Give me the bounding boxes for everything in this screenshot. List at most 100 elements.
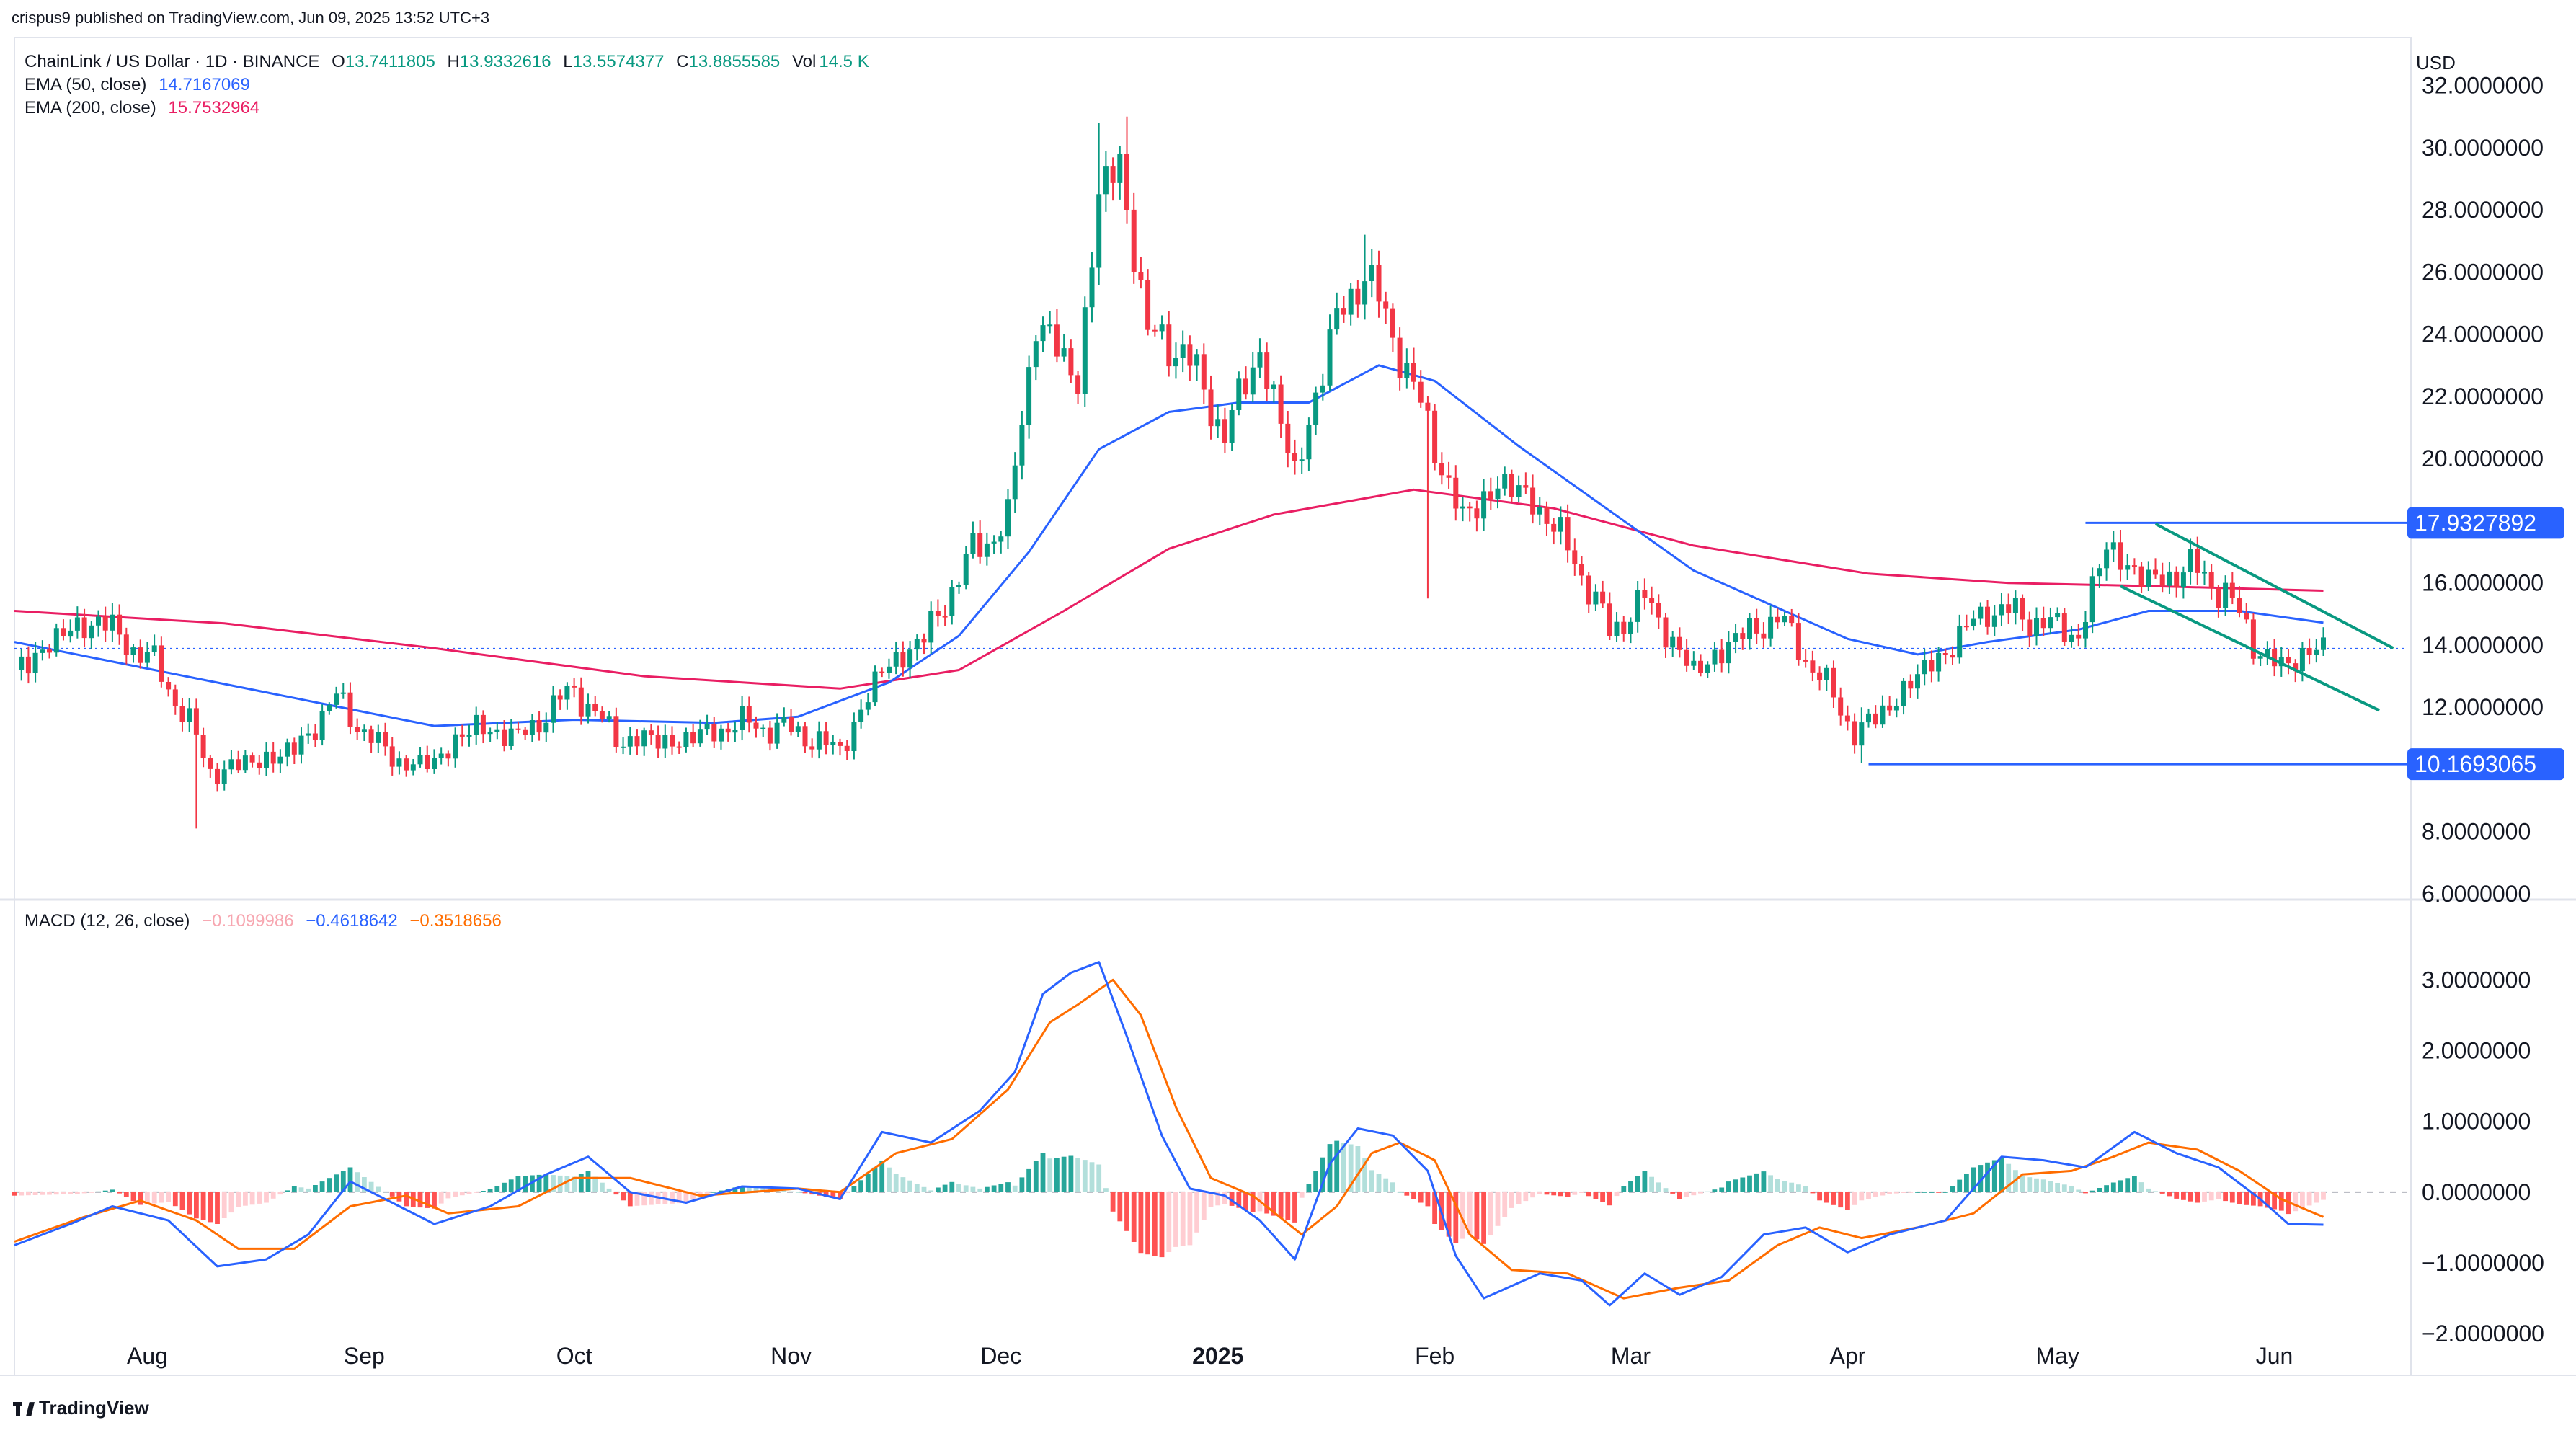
candle-body <box>2153 569 2158 575</box>
candle-body <box>928 611 934 643</box>
candle-body <box>47 649 52 653</box>
candle-body <box>719 728 724 742</box>
macd-histogram-bar <box>1068 1155 1074 1192</box>
macd-legend[interactable]: MACD (12, 26, close) −0.1099986 −0.46186… <box>25 911 509 931</box>
candle-body <box>711 724 717 742</box>
macd-histogram-bar <box>1649 1176 1654 1192</box>
candle-body <box>151 645 157 652</box>
candle-body <box>1768 616 1774 639</box>
candle-body <box>670 735 675 747</box>
macd-histogram-bar <box>2020 1176 2025 1192</box>
candle-body <box>1208 389 1214 427</box>
candle-body <box>1481 491 1487 519</box>
macd-histogram-bar <box>257 1192 262 1204</box>
symbol-legend[interactable]: ChainLink / US Dollar · 1D · BINANCE O13… <box>25 52 876 72</box>
candle-body <box>502 729 507 746</box>
macd-histogram-bar <box>1936 1192 1941 1193</box>
candle-body <box>1684 649 1689 666</box>
macd-histogram-bar <box>970 1186 976 1192</box>
macd-histogram-bar <box>138 1192 143 1205</box>
macd-histogram-bar <box>1159 1192 1165 1258</box>
candle-body <box>74 617 80 631</box>
symbol-title: ChainLink / US Dollar · 1D · BINANCE <box>25 52 320 71</box>
macd-histogram-bar <box>1593 1192 1599 1199</box>
macd-histogram-bar <box>1208 1192 1214 1207</box>
candle-body <box>53 628 59 653</box>
ema200-value: 15.7532964 <box>168 98 260 117</box>
ema200-label: EMA (200, close) <box>25 98 156 117</box>
macd-histogram-bar <box>347 1167 353 1192</box>
time-tick-label: 2025 <box>1192 1343 1243 1369</box>
candle-body <box>1467 506 1473 509</box>
macd-histogram-bar <box>2167 1192 2172 1197</box>
macd-histogram-bar <box>649 1192 654 1205</box>
candle-body <box>1376 265 1382 302</box>
macd-histogram-bar <box>697 1192 703 1195</box>
candle-body <box>809 746 815 750</box>
macd-histogram-bar <box>1215 1192 1221 1206</box>
time-tick-label: Apr <box>1829 1343 1865 1369</box>
macd-histogram-bar <box>1131 1192 1137 1242</box>
candle-body <box>1607 603 1612 636</box>
macd-histogram-bar <box>2278 1192 2284 1211</box>
macd-histogram-bar <box>830 1192 836 1198</box>
macd-histogram-bar <box>1362 1158 1367 1192</box>
macd-histogram-bar <box>1509 1192 1514 1208</box>
candle-body <box>887 666 892 673</box>
macd-histogram-bar <box>1964 1174 1969 1192</box>
macd-histogram-bar <box>985 1186 990 1192</box>
macd-histogram-bar <box>1908 1192 1914 1193</box>
candle-body <box>2244 613 2249 620</box>
candle-body <box>285 742 290 757</box>
ema200-legend[interactable]: EMA (200, close) 15.7532964 <box>25 98 267 118</box>
macd-histogram-bar <box>942 1184 948 1192</box>
candle-body <box>1887 705 1893 711</box>
macd-histogram-bar <box>1803 1186 1808 1192</box>
candle-body <box>117 614 123 635</box>
macd-histogram-bar <box>453 1192 458 1197</box>
candle-body <box>1124 154 1129 210</box>
macd-histogram-bar <box>564 1176 570 1192</box>
macd-histogram-bar <box>1432 1192 1437 1224</box>
macd-histogram-bar <box>355 1172 360 1192</box>
macd-histogram-bar <box>445 1192 451 1199</box>
macd-histogram-bar <box>2048 1181 2053 1192</box>
macd-histogram-bar <box>1278 1192 1284 1218</box>
candle-body <box>1978 606 1984 619</box>
macd-histogram-bar <box>487 1189 493 1192</box>
macd-histogram-bar <box>1768 1175 1773 1192</box>
candle-body <box>459 734 465 737</box>
publisher-line: crispus9 published on TradingView.com, J… <box>12 9 490 27</box>
macd-histogram-bar <box>627 1192 633 1207</box>
candle-body <box>1103 166 1109 195</box>
candle-body <box>2180 572 2186 587</box>
macd-tick-label: −2.0000000 <box>2422 1321 2544 1347</box>
candle-body <box>1824 667 1829 680</box>
macd-histogram-bar <box>809 1192 815 1195</box>
candle-body <box>1012 465 1018 500</box>
macd-histogram-bar <box>991 1185 997 1192</box>
candle-body <box>2097 568 2102 577</box>
macd-histogram-bar <box>1187 1192 1193 1246</box>
macd-histogram-bar <box>1299 1192 1305 1198</box>
candle-body <box>2237 598 2242 613</box>
macd-histogram-bar <box>1999 1158 2004 1192</box>
candle-body <box>1586 575 1591 605</box>
macd-histogram-bar <box>438 1192 444 1204</box>
macd-histogram-bar <box>2229 1192 2235 1203</box>
candle-body <box>802 726 808 747</box>
candle-body <box>1047 324 1053 327</box>
candle-body <box>1747 618 1752 639</box>
macd-histogram-bar <box>1019 1177 1025 1192</box>
candle-body <box>872 671 878 703</box>
candle-body <box>249 755 255 763</box>
macd-histogram-bar <box>2146 1188 2151 1192</box>
macd-histogram-bar <box>2244 1192 2249 1205</box>
candle-body <box>228 759 234 770</box>
brand-logo: TradingView <box>13 1397 149 1419</box>
candle-body <box>1740 633 1746 639</box>
ema50-legend[interactable]: EMA (50, close) 14.7167069 <box>25 75 257 95</box>
candle-body <box>96 616 101 626</box>
macd-histogram-bar <box>1957 1179 1963 1192</box>
